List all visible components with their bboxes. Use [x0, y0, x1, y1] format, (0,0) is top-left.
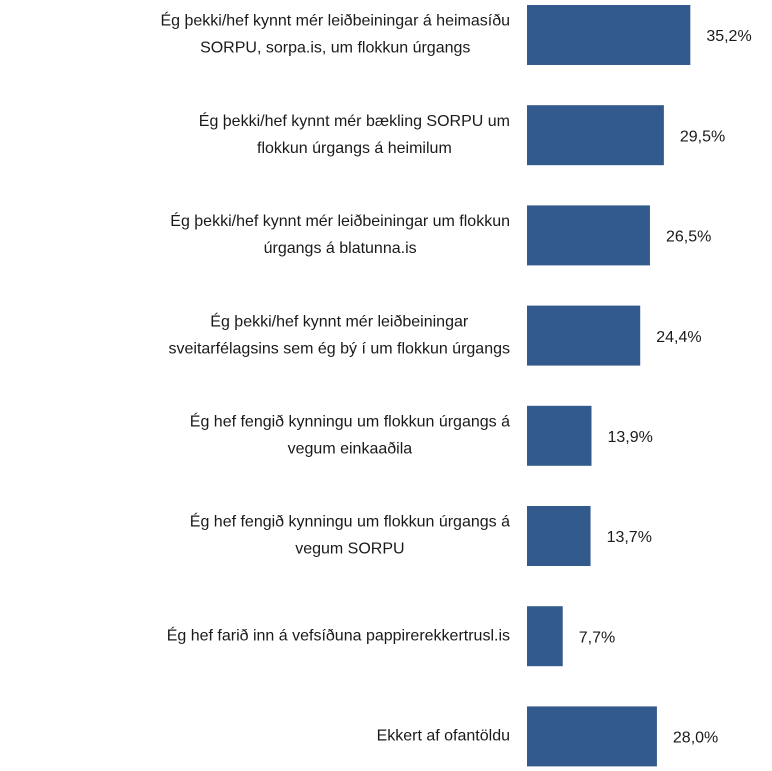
category-label: Ég þekki/hef kynnt mér leiðbeiningar — [210, 311, 469, 330]
category-label: Ég þekki/hef kynnt mér bækling SORPU um — [199, 111, 510, 130]
category-label: Ég þekki/hef kynnt mér leiðbeiningar um … — [170, 211, 510, 230]
category-label: SORPU, sorpa.is, um flokkun úrgangs — [200, 40, 470, 57]
value-label: 7,7% — [579, 629, 615, 646]
bar — [527, 305, 641, 366]
value-label: 28,0% — [673, 730, 718, 747]
category-label: vegum SORPU — [295, 541, 404, 558]
category-label: Ég hef fengið kynningu um flokkun úrgang… — [190, 412, 510, 431]
value-label: 13,7% — [607, 529, 652, 546]
category-label: Ég hef farið inn á vefsíðuna pappirerekk… — [167, 625, 510, 644]
bar — [527, 706, 657, 767]
value-label: 29,5% — [680, 128, 725, 145]
category-label: sveitarfélagsins sem ég bý í um flokkun … — [169, 340, 511, 357]
category-label: Ég þekki/hef kynnt mér leiðbeiningar á h… — [160, 11, 510, 30]
bar — [527, 606, 563, 667]
bar — [527, 205, 650, 266]
category-label: Ég hef fengið kynningu um flokkun úrgang… — [190, 512, 510, 531]
bar — [527, 105, 664, 166]
value-label: 26,5% — [666, 229, 711, 246]
value-label: 24,4% — [656, 329, 701, 346]
category-label: vegum einkaaðila — [288, 441, 413, 458]
category-label: úrgangs á blatunna.is — [264, 240, 417, 257]
value-label: 35,2% — [706, 28, 751, 45]
category-label: flokkun úrgangs á heimilum — [257, 140, 452, 157]
value-label: 13,9% — [607, 429, 652, 446]
bar — [527, 5, 691, 65]
bar — [527, 405, 592, 466]
category-label: Ekkert af ofantöldu — [377, 728, 510, 745]
bar — [527, 506, 591, 566]
